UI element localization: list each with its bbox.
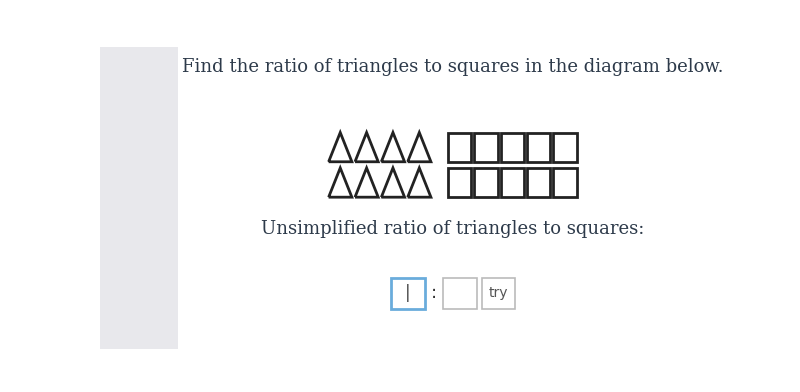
Text: Unsimplified ratio of triangles to squares:: Unsimplified ratio of triangles to squar… <box>261 220 644 238</box>
Bar <box>527 132 550 162</box>
Bar <box>527 168 550 197</box>
Text: Find the ratio of triangles to squares in the diagram below.: Find the ratio of triangles to squares i… <box>182 58 723 76</box>
Bar <box>474 168 498 197</box>
Bar <box>100 47 178 349</box>
Text: |: | <box>405 285 410 303</box>
Bar <box>482 278 514 309</box>
Bar <box>443 278 478 309</box>
Bar <box>448 168 471 197</box>
Bar <box>501 168 524 197</box>
Bar <box>390 278 425 309</box>
Bar <box>474 132 498 162</box>
Text: try: try <box>489 287 508 300</box>
Bar <box>554 168 577 197</box>
Bar <box>501 132 524 162</box>
Bar <box>448 132 471 162</box>
Bar <box>554 132 577 162</box>
Text: :: : <box>431 285 437 303</box>
